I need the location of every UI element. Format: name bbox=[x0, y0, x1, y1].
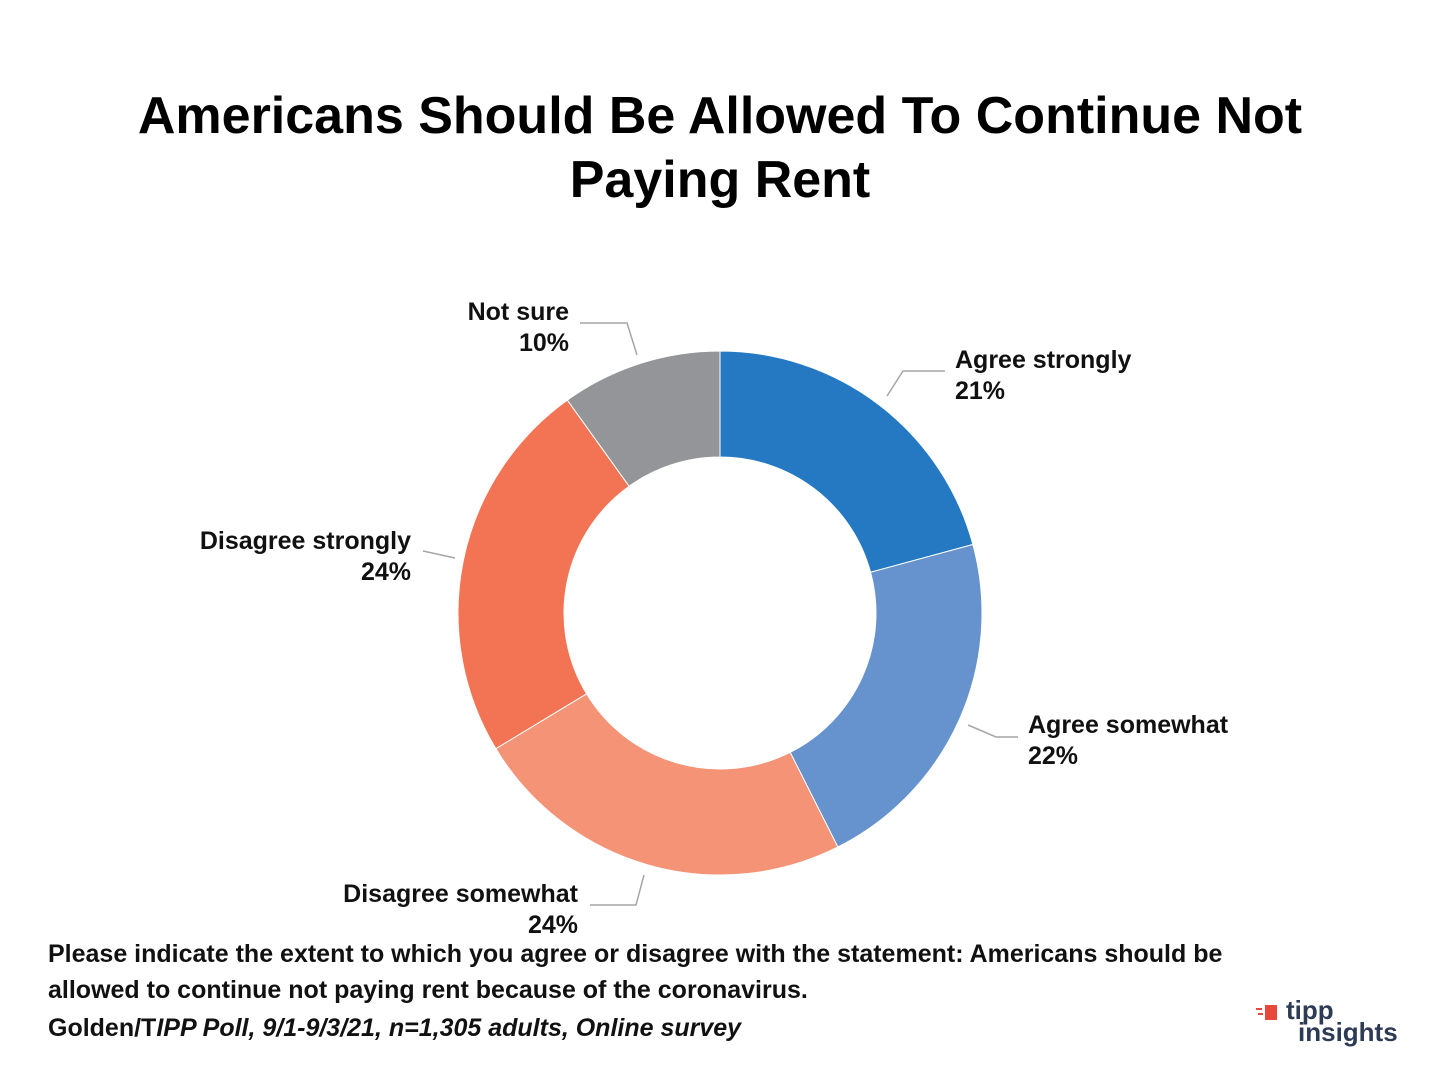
slice-agree-somewhat bbox=[789, 543, 983, 848]
logo-flag-icon bbox=[1256, 1005, 1277, 1020]
leader-line-agree-strongly bbox=[886, 370, 945, 397]
chart-title: Americans Should Be Allowed To Continue … bbox=[137, 87, 1303, 209]
question-note: Please indicate the extent to which you … bbox=[48, 940, 1223, 1004]
leader-line-not-sure bbox=[580, 322, 638, 356]
slice-value-agree-somewhat: 22% bbox=[1028, 742, 1078, 770]
slice-label-agree-somewhat: Agree somewhat bbox=[1028, 711, 1229, 739]
leader-line-disagree-strongly bbox=[422, 550, 456, 559]
logo-text-tipp: tipp bbox=[1286, 995, 1334, 1025]
slice-not-sure bbox=[566, 350, 721, 487]
leader-line-agree-somewhat bbox=[967, 724, 1018, 738]
source-details: IPP Poll, 9/1-9/3/21, n=1,305 adults, On… bbox=[156, 1014, 742, 1042]
slice-label-disagree-strongly: Disagree strongly bbox=[200, 527, 411, 555]
slice-disagree-strongly bbox=[457, 399, 630, 750]
tipp-insights-logo: tipp insights bbox=[1256, 996, 1416, 1052]
slice-disagree-somewhat bbox=[495, 693, 839, 876]
leader-line-disagree-somewhat bbox=[590, 874, 645, 906]
slice-value-not-sure: 10% bbox=[519, 329, 569, 357]
slice-label-not-sure: Not sure bbox=[468, 298, 570, 326]
slice-value-agree-strongly: 21% bbox=[955, 377, 1005, 405]
slice-label-disagree-somewhat: Disagree somewhat bbox=[343, 880, 578, 908]
slice-value-disagree-strongly: 24% bbox=[361, 558, 411, 586]
logo-text-insights: insights bbox=[1298, 1017, 1398, 1047]
slice-value-disagree-somewhat: 24% bbox=[528, 911, 578, 939]
source-line: Golden/TIPP Poll, 9/1-9/3/21, n=1,305 ad… bbox=[48, 1010, 741, 1046]
slice-agree-strongly bbox=[719, 350, 974, 573]
slice-label-agree-strongly: Agree strongly bbox=[955, 346, 1132, 374]
source-prefix: Golden/T bbox=[48, 1014, 157, 1042]
